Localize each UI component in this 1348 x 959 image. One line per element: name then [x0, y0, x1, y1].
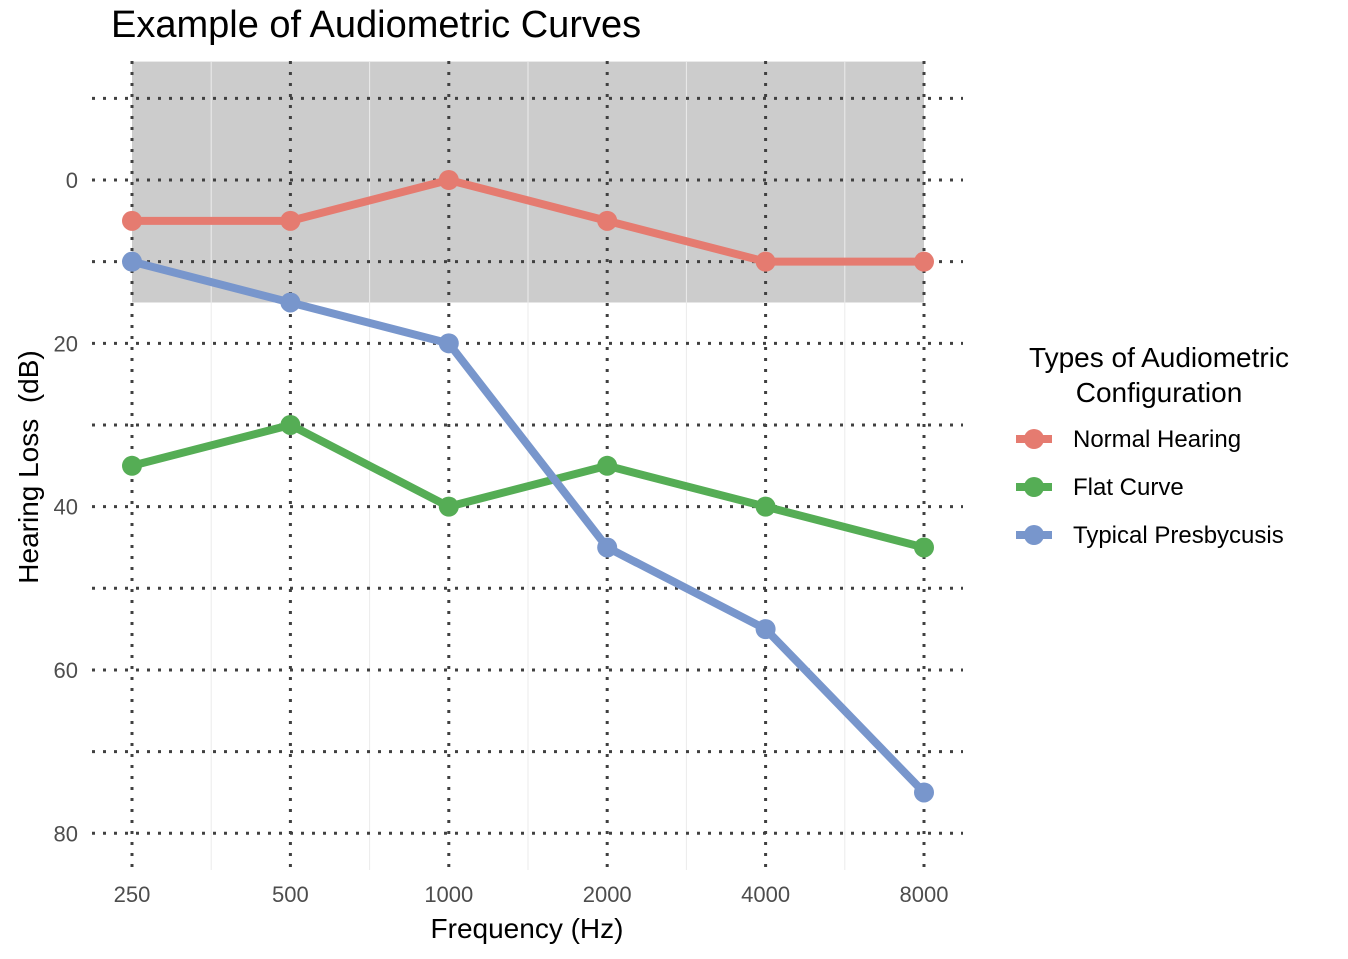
legend-key-point — [1024, 429, 1044, 449]
y-tick-label: 0 — [66, 168, 78, 193]
data-point — [755, 496, 776, 517]
legend-key-point — [1024, 525, 1044, 545]
y-tick-label: 80 — [54, 821, 78, 846]
legend-title-line: Configuration — [1076, 377, 1243, 408]
data-point — [122, 251, 142, 272]
y-tick-labels: 0 20 40 60 80 — [54, 168, 78, 846]
data-point — [597, 455, 618, 476]
y-tick-label: 60 — [54, 658, 78, 683]
x-tick-label: 4000 — [741, 882, 790, 907]
x-tick-label: 250 — [114, 882, 151, 907]
grid-lines — [92, 61, 963, 870]
series-line — [128, 176, 928, 266]
data-point — [597, 537, 618, 558]
y-axis-title: Hearing Loss (dB) — [13, 350, 44, 583]
x-tick-label: 8000 — [900, 882, 949, 907]
legend-title-line: Types of Audiometric — [1029, 342, 1289, 373]
data-point — [122, 455, 142, 476]
legend-key-point — [1024, 477, 1044, 497]
chart-title: Example of Audiometric Curves — [111, 4, 641, 46]
legend: Types of Audiometric Configuration Normal … — [1016, 342, 1289, 549]
x-tick-label: 500 — [272, 882, 309, 907]
y-tick-label: 40 — [54, 495, 78, 520]
series-layer — [122, 170, 934, 803]
data-point — [438, 496, 459, 517]
x-tick-label: 2000 — [583, 882, 632, 907]
data-point — [755, 251, 776, 272]
x-tick-label: 1000 — [424, 882, 473, 907]
data-point — [914, 251, 934, 272]
data-point — [280, 414, 301, 435]
data-point — [438, 333, 459, 354]
series-line — [128, 420, 928, 552]
y-tick-label: 20 — [54, 331, 78, 356]
legend-label: Typical Presbycusis — [1073, 522, 1284, 549]
data-point — [914, 537, 934, 558]
data-point — [280, 292, 301, 313]
series-line — [128, 257, 928, 797]
data-point — [914, 782, 934, 803]
data-point — [755, 619, 776, 640]
legend-label: Flat Curve — [1073, 474, 1184, 501]
data-point — [280, 210, 301, 231]
data-point — [597, 210, 618, 231]
x-axis-title: Frequency (Hz) — [431, 913, 624, 944]
data-point — [438, 170, 459, 190]
x-tick-labels: 250 500 1000 2000 4000 8000 — [114, 882, 949, 907]
legend-label: Normal Hearing — [1073, 426, 1241, 453]
data-point — [122, 210, 142, 231]
